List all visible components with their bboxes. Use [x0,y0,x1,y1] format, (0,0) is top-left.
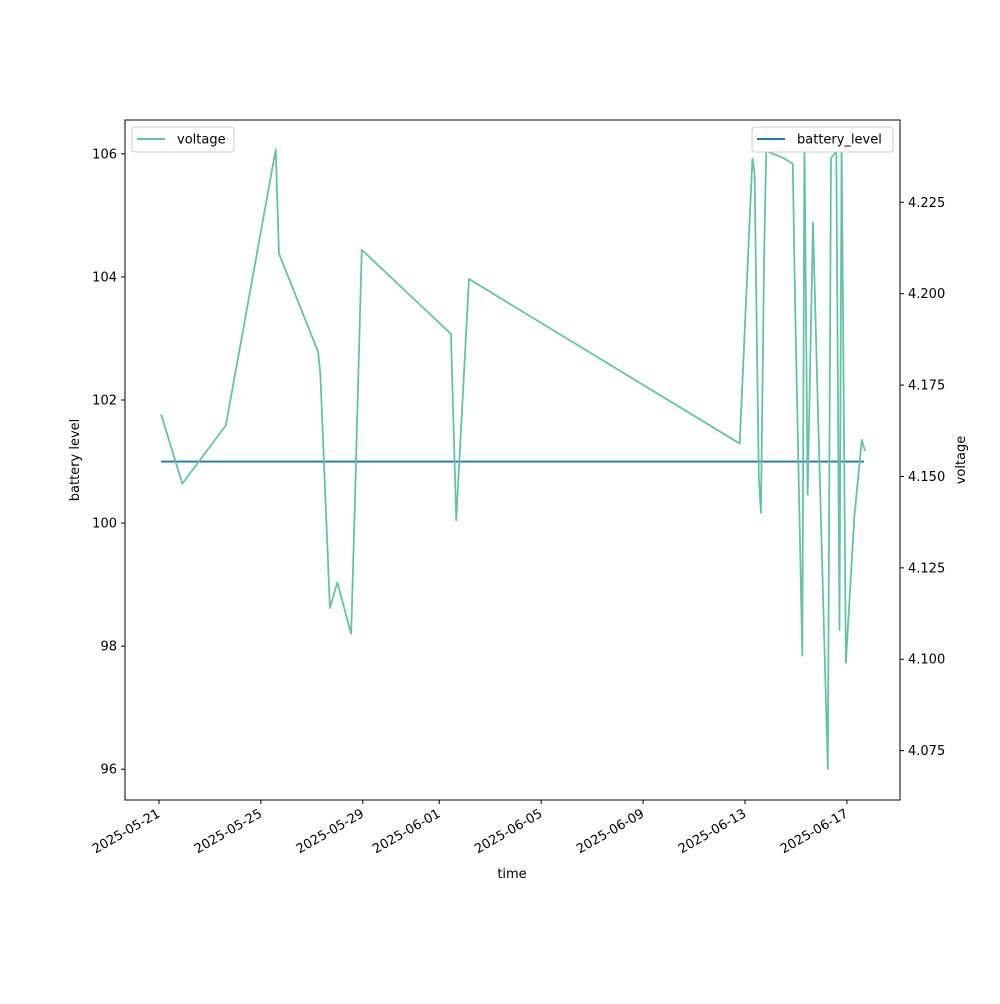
legend-voltage-box [131,126,235,153]
y-right-tick-label: 4.200 [908,287,945,302]
y-right-tick-label: 4.150 [908,470,945,485]
x-tick-label: 2025-05-21 [90,806,163,857]
voltage-line [160,139,866,770]
y-left-tick-label: 104 [92,270,117,285]
y-left-tick-label: 96 [100,763,117,778]
y-left-tick-label: 106 [92,147,117,162]
y-axis-right-label: voltage [954,436,969,485]
x-tick-label: 2025-06-01 [370,806,443,857]
legend-battery-level-label: battery_level [797,133,882,148]
y-right-tick-label: 4.125 [908,561,945,576]
x-axis-label: time [497,867,526,882]
y-left-tick-label: 98 [100,640,117,655]
y-left-tick-label: 100 [92,517,117,532]
y-right-tick-label: 4.100 [908,653,945,668]
y-axis-left-label: battery level [68,419,83,502]
x-tick-label: 2025-06-05 [472,806,545,857]
legend-voltage: voltage [131,126,235,153]
x-tick-label: 2025-06-13 [676,806,749,857]
y-right-tick-label: 4.225 [908,196,945,211]
y-left-tick-label: 102 [92,394,117,409]
legend-voltage-label: voltage [177,133,226,148]
voltage-series [160,139,866,770]
y-right-tick-label: 4.075 [908,744,945,759]
y-axis-right: 4.075 4.100 4.125 4.150 4.175 4.200 4.225 [900,196,945,759]
y-right-tick-label: 4.175 [908,379,945,394]
x-axis: 2025-05-21 2025-05-25 2025-05-29 2025-06-01… [90,800,851,857]
y-axis-left: 96 98 100 102 104 106 [92,147,125,778]
x-tick-label: 2025-05-29 [294,806,367,857]
x-tick-label: 2025-05-25 [192,806,265,857]
legend-battery-level: battery_level [751,126,894,153]
x-tick-label: 2025-06-09 [574,806,647,857]
x-tick-label: 2025-06-17 [778,806,851,857]
plot-frame [124,119,901,801]
legend-battery-level-box [751,126,894,153]
